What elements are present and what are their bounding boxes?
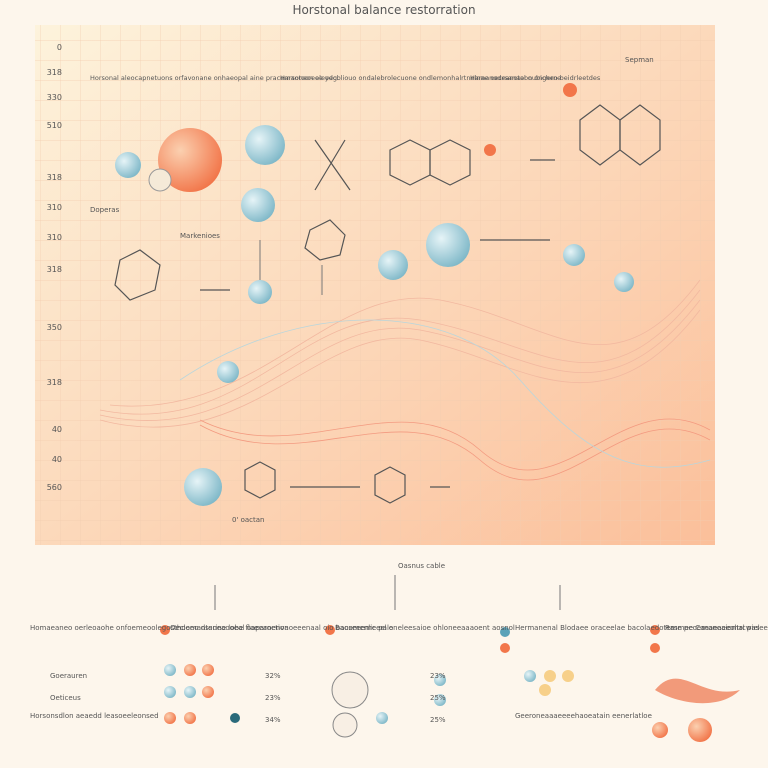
panel-note: Horsonsdlon aeaedd leasoeeleonsed [30, 712, 159, 720]
panel-item: 23% [430, 672, 446, 680]
panel-item: Goerauren [50, 672, 87, 680]
molecules [114, 104, 661, 504]
panel-note: Geeroneaaaeeeehaoeatain eenerlatloe [515, 712, 652, 720]
annotation: Doperas [90, 206, 120, 214]
grid [35, 25, 715, 545]
axis-label: 318 [47, 265, 62, 274]
axis-label: 330 [47, 93, 62, 102]
axis-label: 318 [47, 173, 62, 182]
annotation: Horsonal aleocapnetuons orfavonane onhae… [90, 74, 339, 82]
panel-item: 23% [265, 694, 281, 702]
panel-text: Homaeaneo oerleoaohe onfoemeoolegosthoee… [30, 624, 289, 632]
arrows [214, 240, 561, 610]
spheres [115, 83, 740, 742]
title: Horstonal balance restorration [292, 3, 475, 17]
waves [99, 279, 711, 481]
annotation: 0' oactan [232, 516, 265, 524]
axis-label: 318 [47, 68, 62, 77]
panel-text: Baoseeemeeel oneleesaioe ohloneeaaaoent … [335, 624, 515, 632]
axis-label: 310 [47, 203, 62, 212]
panel-item: 34% [265, 716, 281, 724]
annotation: Markenioes [180, 232, 220, 240]
annotation: Oasnus cable [398, 562, 445, 570]
panel-item: 32% [265, 672, 281, 680]
panel-text: Rasmee Caeaeaeeoltrcwiel [665, 624, 760, 632]
axis-label: 560 [47, 483, 62, 492]
panel-item: 25% [430, 716, 446, 724]
annotation: Sepman [625, 56, 654, 64]
axis-label: 40 [52, 425, 62, 434]
panel-text: Oeclomanterine lobe flaeeanenvaoeeenaal … [170, 624, 393, 632]
axis-label: 0 [57, 43, 62, 52]
panel-text: Hermanenal Blodaee oraceelae bacolaedote… [515, 624, 768, 632]
axis-label: 350 [47, 323, 62, 332]
annotation: Harsoneoeoe oecbliouo ondalebrolecuone o… [280, 74, 561, 82]
annotation: Hamanodeanotal oubicheo beidrleetdes [470, 74, 601, 82]
panel-item: 25% [430, 694, 446, 702]
axis-label: 318 [47, 378, 62, 387]
axis-label: 310 [47, 233, 62, 242]
axis-label: 510 [47, 121, 62, 130]
panel-item: Oeticeus [50, 694, 81, 702]
axis-label: 40 [52, 455, 62, 464]
